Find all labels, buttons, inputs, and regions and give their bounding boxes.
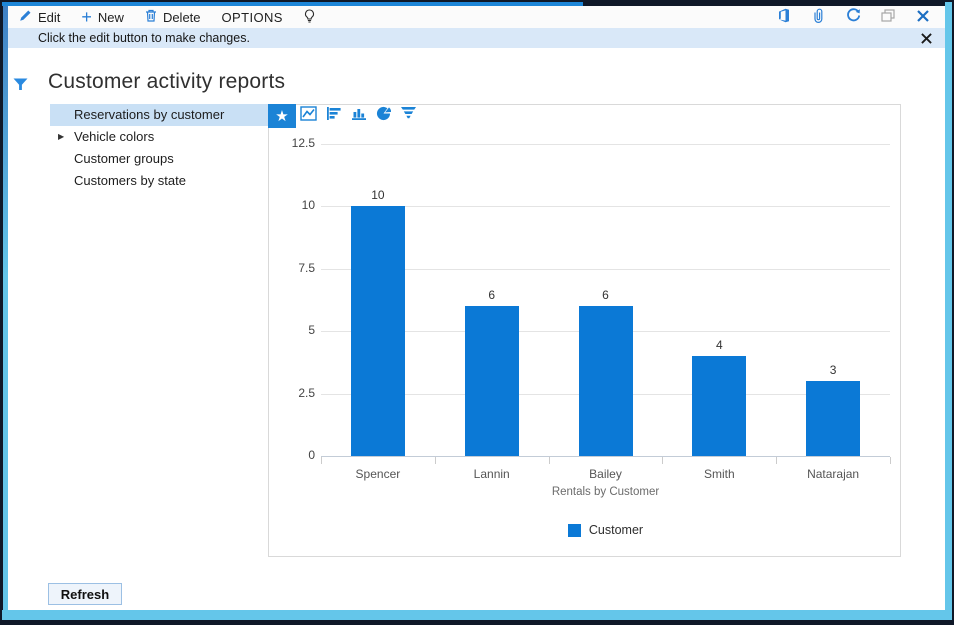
bar-spencer[interactable] [350,206,405,456]
bar-value-label: 4 [715,338,723,353]
options-menu-label: OPTIONS [221,9,283,25]
x-axis-tick [662,457,664,464]
chart-panel: ★ [268,104,901,557]
chart-type-toolbar: ★ [268,104,421,128]
y-axis-tick-label: 5 [308,323,315,338]
bar-chart-horizontal-icon [326,106,341,126]
y-axis-tick-label: 2.5 [298,385,315,400]
legend-swatch [567,523,581,537]
line-chart-icon [300,106,317,126]
window-frame-bottom-accent [2,610,952,620]
report-item-vehicle-colors[interactable]: ▶ Vehicle colors [50,126,268,148]
command-toolbar: Edit + New Delete OPTIONS [8,6,945,28]
close-window-button[interactable] [914,8,932,26]
report-item-label: Customer groups [74,151,174,166]
x-axis-tick [776,457,778,464]
lightbulb-button[interactable] [304,8,315,26]
refresh-icon [846,8,861,26]
edit-button-label: Edit [38,9,61,25]
report-item-label: Vehicle colors [74,129,155,144]
close-window-icon [917,9,929,25]
bar-lannin[interactable] [464,306,519,456]
window-frame-left-accent [3,6,8,610]
report-list: Reservations by customer ▶ Vehicle color… [50,104,268,192]
y-axis-tick-label: 10 [301,198,315,213]
column-chart-button[interactable] [346,104,371,128]
chart-plot: 0 2.5 5 7.5 10 12.5 10 Spencer 6 Lannin 6 Bailey 4 Sm… [269,105,900,556]
bar-value-label: 10 [371,188,385,203]
bar-value-label: 3 [829,363,837,378]
attachments-button[interactable] [809,8,827,26]
x-axis-line [321,456,890,457]
x-axis-tick [434,457,436,464]
open-in-office-button[interactable] [774,8,792,26]
page-title: Customer activity reports [48,70,286,93]
trash-icon [145,9,157,25]
x-category-label: Natarajan [807,467,860,481]
filter-funnel-icon[interactable] [13,78,28,96]
restore-window-icon [881,9,895,25]
bar-value-label: 6 [602,288,609,303]
report-item-label: Reservations by customer [74,107,225,122]
report-item-reservations-by-customer[interactable]: Reservations by customer [50,104,268,126]
chart-legend: Customer [321,523,890,537]
y-gridline [321,206,890,208]
funnel-chart-icon [401,107,416,125]
line-chart-button[interactable] [296,104,321,128]
x-category-label: Spencer [355,467,401,481]
expand-arrow-icon[interactable]: ▶ [58,132,65,141]
report-item-customer-groups[interactable]: Customer groups [50,148,268,170]
legend-label: Customer [588,523,644,537]
y-gridline [321,268,890,270]
bar-smith[interactable] [692,356,747,456]
refresh-page-button[interactable] [844,8,862,26]
bar-bailey[interactable] [578,306,633,456]
refresh-button-label: Refresh [60,586,110,602]
report-item-label: Customers by state [74,173,186,188]
x-axis-tick [321,457,322,464]
funnel-chart-button[interactable] [396,104,421,128]
delete-button-label: Delete [162,9,201,25]
x-axis-tick [548,457,550,464]
pencil-icon [19,9,32,25]
window-frame-top-accent [2,2,583,6]
delete-button[interactable]: Delete [145,9,201,25]
y-axis-tick-label: 12.5 [291,136,315,150]
column-chart-icon [351,106,367,126]
notification-bar: Click the edit button to make changes. [8,28,945,48]
pie-chart-icon [376,106,392,126]
plus-icon: + [81,7,92,27]
star-icon: ★ [275,107,289,125]
x-category-label: Bailey [589,467,622,481]
x-axis-tick [890,457,891,464]
edit-button[interactable]: Edit [19,9,60,25]
notification-text: Click the edit button to make changes. [38,31,250,45]
bar-natarajan[interactable] [806,381,861,456]
lightbulb-icon [304,8,315,26]
new-button[interactable]: + New [81,7,124,27]
options-menu[interactable]: OPTIONS [222,10,283,25]
office-icon [776,8,790,26]
x-category-label: Lannin [473,467,510,481]
paperclip-icon [813,8,824,26]
y-gridline [321,144,890,145]
favorite-star-button[interactable]: ★ [268,104,296,128]
bar-chart-horizontal-button[interactable] [321,104,346,128]
x-axis-title: Rentals by Customer [551,486,660,498]
refresh-button[interactable]: Refresh [48,583,122,605]
restore-window-button[interactable] [879,8,897,26]
y-axis-tick-label: 0 [308,448,315,462]
report-item-customers-by-state[interactable]: Customers by state [50,170,268,192]
x-category-label: Smith [703,467,735,481]
y-axis-tick-label: 7.5 [298,260,315,275]
new-button-label: New [97,9,124,25]
window-frame-right-accent [945,2,952,620]
pie-chart-button[interactable] [371,104,396,128]
bar-value-label: 6 [488,288,496,303]
dismiss-notification-button[interactable] [921,32,932,44]
